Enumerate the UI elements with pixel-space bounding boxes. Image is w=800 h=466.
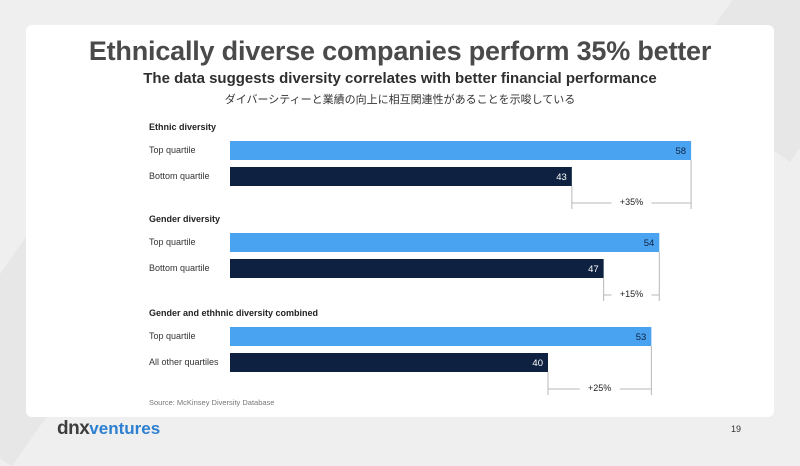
content-card [26, 25, 774, 417]
bar-value-label: 54 [644, 238, 655, 249]
japanese-subtitle: ダイバーシティーと業績の向上に相互関連性があることを示唆している [224, 93, 576, 106]
bar-value-label: 43 [556, 172, 567, 183]
diversity-bar-chart: Ethnic diversity Top quartile 58 Bottom qua… [149, 122, 692, 395]
bar-top [230, 141, 692, 160]
category-label: Top quartile [149, 145, 196, 155]
bar-top [230, 327, 652, 346]
logo-dnx: dnx [57, 418, 90, 439]
bracket-label-bg [611, 194, 652, 208]
page-subtitle: The data suggests diversity correlates w… [143, 70, 657, 87]
category-label: Top quartile [149, 237, 196, 247]
group-title: Gender diversity [149, 214, 220, 224]
difference-label: +25% [588, 383, 611, 393]
page-title: Ethnically diverse companies perform 35%… [88, 36, 712, 66]
group-title: Ethnic diversity [149, 122, 216, 132]
bar-bottom [230, 167, 572, 186]
bar-value-label: 40 [532, 358, 543, 369]
bar-top [230, 233, 660, 252]
category-label: All other quartiles [149, 357, 219, 367]
bar-bottom [230, 259, 604, 278]
difference-label: +15% [620, 289, 643, 299]
bar-value-label: 53 [636, 332, 647, 343]
category-label: Top quartile [149, 331, 196, 341]
category-label: Bottom quartile [149, 263, 210, 273]
logo-ventures: ventures [89, 419, 161, 438]
bar-value-label: 47 [588, 264, 599, 275]
category-label: Bottom quartile [149, 171, 210, 181]
page-number: 19 [731, 424, 742, 434]
bracket-label-bg [611, 286, 652, 300]
bar-value-label: 58 [676, 146, 687, 157]
bar-bottom [230, 353, 548, 372]
source-note: Source: McKinsey Diversity Database [149, 398, 275, 407]
bracket-label-bg [579, 380, 620, 394]
difference-label: +35% [620, 197, 643, 207]
dnx-ventures-logo: dnxventures [57, 418, 160, 440]
group-title: Gender and ethhnic diversity combined [149, 308, 318, 318]
